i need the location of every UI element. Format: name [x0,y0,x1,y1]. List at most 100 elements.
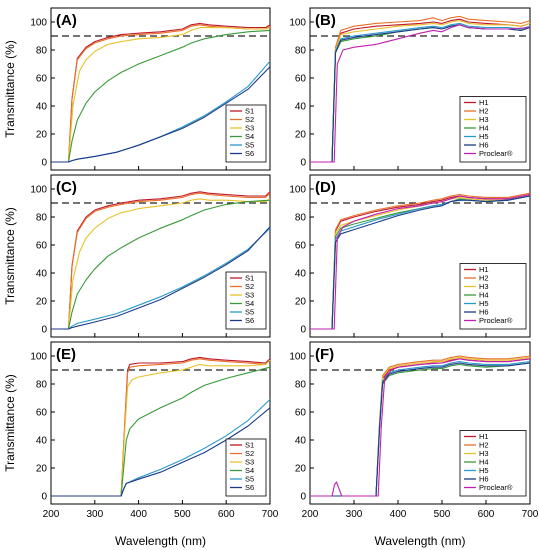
y-axis-label: Transmittance (%) [3,374,17,472]
x-tick-label: 700 [522,509,539,520]
x-tick-label: 600 [218,509,235,520]
x-tick-label: 200 [302,509,319,520]
y-tick-label: 100 [30,352,47,363]
legend-label: S3 [245,458,254,467]
x-tick-label: 200 [43,509,60,520]
y-tick-label: 100 [289,185,306,196]
y-tick-label: 80 [36,46,48,57]
x-tick-label: 400 [130,509,147,520]
legend-label: S3 [245,291,254,300]
legend-label: H3 [479,282,489,291]
y-tick-label: 20 [295,130,307,141]
legend-label: S5 [245,141,254,150]
y-tick-label: 40 [295,436,307,447]
legend-label: S1 [245,274,254,283]
legend-box [225,271,267,330]
y-tick-label: 40 [295,269,307,280]
series-line-s6 [51,226,271,330]
x-axis-label: Wavelength (nm) [115,534,206,548]
y-tick-label: 20 [36,464,48,475]
panel-label: (C) [56,179,77,196]
legend-label: S5 [245,475,254,484]
y-tick-label: 0 [300,492,306,503]
panel-label: (E) [56,346,76,363]
series-line-h3 [310,20,531,163]
y-tick-label: 0 [300,325,306,336]
series-line-h6 [310,195,531,330]
legend-box [459,263,527,330]
y-tick-label: 80 [295,46,307,57]
legend-box [459,430,527,497]
legend-box [459,96,527,163]
series-line-proclear [310,358,531,497]
y-tick-label: 20 [295,297,307,308]
y-tick-label: 100 [30,18,47,29]
plot-frame [309,7,531,171]
legend-label: S4 [245,299,254,308]
legend-label: H1 [479,432,489,441]
legend-label: H6 [479,141,489,150]
legend-label: S6 [245,316,254,325]
panel-label: (F) [315,346,334,363]
series-line-s3 [51,27,271,163]
series-line-s4 [51,199,271,330]
y-tick-label: 40 [36,269,48,280]
legend-label: S4 [245,132,254,141]
y-tick-label: 0 [41,158,47,169]
plot-frame [50,341,271,505]
y-tick-label: 0 [41,492,47,503]
legend-label: S2 [245,282,254,291]
legend-label: H2 [479,107,489,116]
legend-label: H1 [479,98,489,107]
y-tick-label: 100 [289,18,306,29]
y-tick-label: 20 [36,130,48,141]
legend-label: H5 [479,132,489,141]
y-tick-label: 100 [30,185,47,196]
y-tick-label: 40 [36,436,48,447]
x-tick-label: 500 [174,509,191,520]
legend-label: Proclear® [479,483,513,492]
legend-label: S2 [245,115,254,124]
legend-label: S1 [245,107,254,116]
panel-label: (A) [56,12,77,29]
series-line-h2 [310,15,531,163]
series-line-proclear [310,24,531,163]
legend-label: S6 [245,149,254,158]
series-line-s4 [51,366,271,497]
legend-label: S1 [245,441,254,450]
legend-label: H1 [479,265,489,274]
series-line-s4 [51,29,271,163]
legend-label: S3 [245,124,254,133]
x-tick-label: 300 [86,509,103,520]
y-tick-label: 80 [36,380,48,391]
series-line-s3 [51,359,271,497]
series-line-h6 [310,362,531,497]
legend-label: H4 [479,291,489,300]
y-axis-label: Transmittance (%) [3,40,17,138]
series-line-h2 [310,192,531,330]
y-tick-label: 20 [295,464,307,475]
series-line-s2 [51,192,271,330]
y-tick-label: 100 [289,352,306,363]
legend-label: Proclear® [479,149,513,158]
y-tick-label: 80 [36,213,48,224]
legend-box [225,104,267,163]
y-axis-label: Transmittance (%) [3,207,17,305]
legend-label: S6 [245,483,254,492]
plot-frame [309,341,531,505]
plot-frame [50,7,271,171]
y-tick-label: 0 [300,158,306,169]
legend-label: H3 [479,449,489,458]
y-tick-label: 60 [36,74,48,85]
y-tick-label: 80 [295,213,307,224]
